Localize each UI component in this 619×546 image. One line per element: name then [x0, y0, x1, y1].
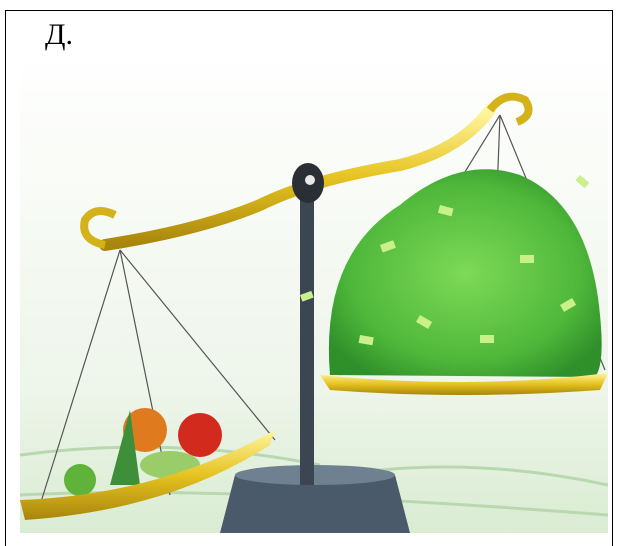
scale-illustration: [20, 55, 608, 533]
item-label: Д.: [45, 18, 73, 52]
page: {"label": "Д."} Д.: [0, 0, 619, 546]
